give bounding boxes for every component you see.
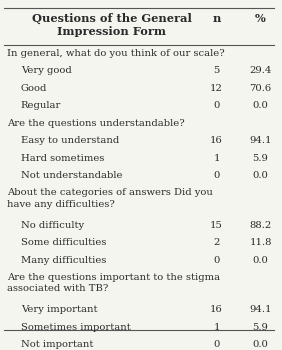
Text: 16: 16 [210,305,223,314]
Text: 11.8: 11.8 [249,238,272,247]
Text: 5.9: 5.9 [253,154,268,162]
Text: Very important: Very important [21,305,97,314]
Text: 94.1: 94.1 [249,305,272,314]
Text: n: n [212,13,221,23]
Text: %: % [255,13,266,23]
Text: 2: 2 [213,238,220,247]
Text: 15: 15 [210,221,223,230]
Text: 0.0: 0.0 [253,256,268,265]
Text: 29.4: 29.4 [250,66,272,75]
Text: Easy to understand: Easy to understand [21,136,119,145]
Text: 0.0: 0.0 [253,101,268,110]
Text: 0.0: 0.0 [253,171,268,180]
Text: 0: 0 [213,256,220,265]
Text: 5.9: 5.9 [253,323,268,332]
Text: No difficulty: No difficulty [21,221,84,230]
Text: Not understandable: Not understandable [21,171,122,180]
Text: 0.0: 0.0 [253,340,268,349]
Text: Sometimes important: Sometimes important [21,323,131,332]
Text: Many difficulties: Many difficulties [21,256,106,265]
Text: Are the questions important to the stigma
associated with TB?: Are the questions important to the stigm… [7,273,220,293]
Text: 16: 16 [210,136,223,145]
Text: Not important: Not important [21,340,93,349]
Text: Very good: Very good [21,66,71,75]
Text: 12: 12 [210,84,223,93]
Text: 94.1: 94.1 [249,136,272,145]
Text: Hard sometimes: Hard sometimes [21,154,104,162]
Text: 0: 0 [213,340,220,349]
Text: Are the questions understandable?: Are the questions understandable? [7,119,184,128]
Text: Good: Good [21,84,47,93]
Text: Regular: Regular [21,101,61,110]
Text: 1: 1 [213,323,220,332]
Text: In general, what do you think of our scale?: In general, what do you think of our sca… [7,49,224,58]
Text: 70.6: 70.6 [250,84,272,93]
Text: Some difficulties: Some difficulties [21,238,106,247]
Text: Questions of the General
Impression Form: Questions of the General Impression Form [32,13,192,37]
Text: 0: 0 [213,171,220,180]
Text: 5: 5 [213,66,220,75]
Text: About the categories of answers Did you
have any difficulties?: About the categories of answers Did you … [7,188,213,209]
Text: 1: 1 [213,154,220,162]
Text: 0: 0 [213,101,220,110]
Text: 88.2: 88.2 [250,221,272,230]
